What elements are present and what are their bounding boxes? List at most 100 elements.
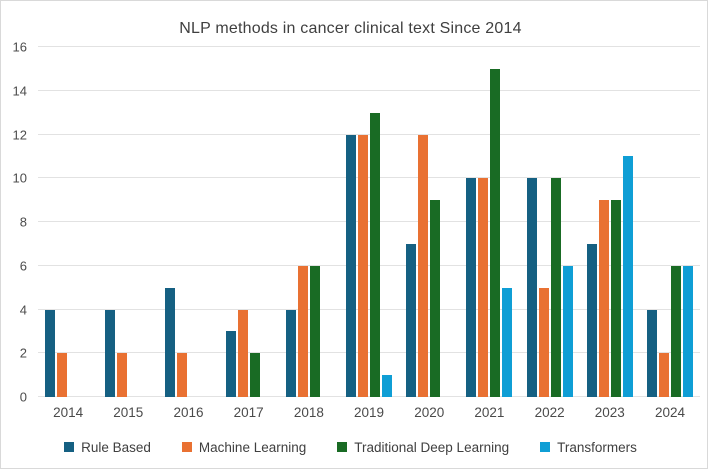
bar-cell-2024 [640,47,700,397]
bar-rule-based-2021 [466,178,477,397]
plot-body: 0 2 4 6 8 10 12 14 16 [1,41,700,404]
bar-machine-learning-2021 [478,178,489,397]
bar-rule-based-2015 [105,309,116,397]
bar-transformers-2019 [382,375,393,397]
x-tick-label-2023: 2023 [594,405,625,420]
legend-label-rule-based: Rule Based [81,439,151,455]
bar-machine-learning-2015 [117,353,128,397]
bar-traditional-deep-learning-2019 [370,112,381,397]
bar-traditional-deep-learning-2021 [490,68,501,397]
bar-group-2023 [586,47,633,397]
bar-machine-learning-2020 [418,134,429,397]
plot-area [38,46,700,397]
bar-group-2019 [346,47,393,397]
bar-traditional-deep-learning-2020 [430,200,441,397]
gridline-6 [38,264,700,266]
bar-rule-based-2024 [646,309,657,397]
bar-rule-based-2022 [526,178,537,397]
bar-transformers-2023 [622,156,633,397]
bar-cell-2023 [580,47,640,397]
bar-groups [38,47,700,397]
legend-label-traditional-deep-learning: Traditional Deep Learning [354,439,510,455]
legend-swatch-machine-learning [181,442,192,452]
x-tick-label-2015: 2015 [113,405,144,420]
bar-machine-learning-2018 [297,265,308,397]
gridline-14 [38,89,700,91]
legend-item-transformers: Transformers [540,440,637,455]
x-axis: 2014 2015 2016 2017 2018 2019 2020 2021 2022 2023… [38,397,700,426]
bar-rule-based-2023 [586,243,597,397]
bar-rule-based-2018 [285,309,296,397]
y-tick-label-12: 12 [12,127,27,142]
y-tick-label-8: 8 [19,214,27,230]
bar-transformers-2022 [562,265,573,397]
bar-cell-2021 [459,47,519,397]
x-tick-label-2021: 2021 [474,405,505,420]
bar-machine-learning-2016 [177,353,188,397]
bar-traditional-deep-learning-2024 [670,265,681,397]
gridline-16 [38,46,700,47]
y-tick-label-2: 2 [19,345,27,361]
bar-cell-2016 [158,47,218,397]
bar-traditional-deep-learning-2018 [309,265,320,397]
legend-label-machine-learning: Machine Learning [198,439,307,455]
bar-cell-2017 [219,47,279,397]
y-tick-label-4: 4 [19,302,27,317]
x-tick-label-2016: 2016 [173,405,204,420]
bar-group-2022 [526,47,573,397]
gridline-12 [38,133,700,135]
bar-cell-2022 [520,47,580,397]
x-tick-label-2018: 2018 [293,405,324,420]
legend-swatch-transformers [540,442,551,452]
legend-item-rule-based: Rule Based [64,440,151,455]
legend-swatch-rule-based [64,442,75,452]
bar-group-2016 [165,47,211,397]
legend-item-traditional-deep-learning: Traditional Deep Learning [337,440,509,455]
x-tick-label-2024: 2024 [654,405,685,420]
bar-cell-2020 [399,47,459,397]
bar-group-2014 [45,47,91,397]
bar-rule-based-2014 [45,309,56,397]
bar-group-2015 [105,47,151,397]
gridline-4 [38,308,700,310]
gridline-8 [38,221,700,222]
bar-rule-based-2016 [165,287,176,397]
legend-label-transformers: Transformers [557,439,637,455]
bar-rule-based-2020 [406,243,417,397]
bar-group-2017 [225,47,272,397]
legend: Rule Based Machine Learning Traditional De… [1,426,700,468]
bar-traditional-deep-learning-2017 [249,353,260,397]
x-tick-label-2022: 2022 [534,405,565,420]
bar-group-2024 [646,47,693,397]
x-tick-label-2017: 2017 [233,405,264,420]
bar-group-2020 [406,47,452,397]
bar-group-2021 [466,47,513,397]
y-tick-label-16: 16 [12,39,27,55]
gridline-2 [38,352,700,354]
bar-machine-learning-2017 [237,309,248,397]
y-tick-label-6: 6 [19,258,27,274]
bar-transformers-2021 [502,287,513,397]
y-tick-label-14: 14 [12,83,27,99]
legend-swatch-traditional-deep-learning [337,442,348,452]
bar-traditional-deep-learning-2023 [610,200,621,397]
x-tick-label-2014: 2014 [53,405,84,420]
bar-rule-based-2017 [225,331,236,397]
gridline-0 [38,396,700,397]
y-axis: 0 2 4 6 8 10 12 14 16 [1,41,38,404]
bar-cell-2014 [38,47,98,397]
chart-title: NLP methods in cancer clinical text Sinc… [179,20,522,37]
bar-group-2018 [285,47,332,397]
x-tick-label-2019: 2019 [354,405,385,420]
bar-cell-2015 [98,47,158,397]
gridline-10 [38,177,700,179]
bar-machine-learning-2024 [658,353,669,397]
y-tick-label-10: 10 [12,170,27,186]
bar-machine-learning-2014 [57,353,68,397]
bar-transformers-2024 [682,265,693,397]
bar-machine-learning-2019 [358,134,369,397]
x-tick-label-2020: 2020 [414,405,445,420]
bar-traditional-deep-learning-2022 [550,178,561,397]
bar-machine-learning-2022 [538,287,549,397]
